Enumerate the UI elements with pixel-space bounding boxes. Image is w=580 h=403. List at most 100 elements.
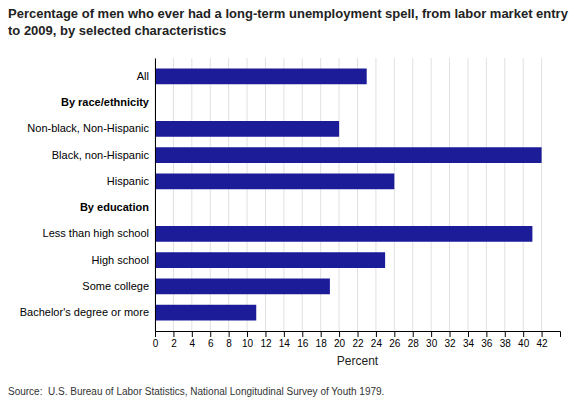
bar [155,147,542,163]
x-tick: 38 [500,331,512,349]
x-axis-title: Percent [337,354,379,368]
x-tick-label: 26 [389,338,401,349]
y-tick-label: Hispanic [107,175,150,187]
x-tick-mark [229,331,230,337]
x-tick-mark [302,331,303,337]
x-tick-label: 14 [279,338,291,349]
x-tick: 14 [279,331,291,349]
x-tick: 40 [518,331,530,349]
y-tick-label: Bachelor's degree or more [20,306,149,318]
plot: 024681012141618202224262830323436384042A… [20,58,561,349]
x-tick-mark [321,331,322,337]
grid [155,58,542,331]
grid-line [155,58,156,331]
title: Percentage of men who ever had a long-te… [8,6,569,38]
x-tick-label: 16 [297,338,309,349]
y-tick: Some college [82,280,149,292]
x-tick-label: 28 [408,338,420,349]
x-tick-mark [413,331,414,337]
grid-line [523,58,524,331]
grid-line [467,58,468,331]
y-tick: Bachelor's degree or more [20,306,149,318]
x-tick-mark [450,331,451,337]
bars [155,69,542,321]
x-tick: 4 [190,331,196,349]
x-tick-label: 36 [481,338,493,349]
x-tick: 22 [352,331,364,349]
grid-line [504,58,505,331]
x-tick-mark [284,331,285,337]
x-tick-label: 20 [334,338,346,349]
x-tick-mark [431,331,432,337]
y-tick-label: By education [80,201,149,213]
x-tick-label: 0 [153,338,159,349]
x-tick: 26 [389,331,401,349]
grid-line [449,58,450,331]
x-tick-mark [505,331,506,337]
bar [155,69,367,85]
x-tick: 24 [371,331,383,349]
x-tick-mark [155,331,156,337]
y-tick: Less than high school [43,227,149,239]
x-tick-label: 12 [260,338,272,349]
y-tick: All [137,70,149,82]
x-tick: 8 [226,331,232,349]
x-tick: 28 [408,331,420,349]
x-tick-mark [468,331,469,337]
bar [155,226,532,242]
y-tick-label: High school [92,254,149,266]
grid-line [431,58,432,331]
x-tick: 20 [334,331,346,349]
y-axis: AllBy race/ethnicityNon-black, Non-Hispa… [20,59,156,332]
x-tick-label: 24 [371,338,383,349]
x-axis: 024681012141618202224262830323436384042 [153,331,561,349]
annotation: Source: U.S. Bureau of Labor Statistics,… [8,386,384,397]
x-tick: 42 [537,331,549,349]
x-tick-mark [376,331,377,337]
bar [155,174,394,190]
x-tick: 2 [171,331,177,349]
grid-line [375,58,376,331]
x-tick: 30 [426,331,438,349]
y-tick-label: All [137,70,149,82]
x-tick-label: 22 [352,338,364,349]
y-tick: By education [80,201,149,213]
grid-line [541,58,542,331]
x-tick-label: 32 [444,338,456,349]
y-axis-line [155,59,156,332]
x-tick-mark [192,331,193,337]
x-tick-mark [523,331,524,337]
bar [155,305,256,321]
grid-line [339,58,340,331]
x-tick-mark [173,331,174,337]
x-tick-label: 30 [426,338,438,349]
x-tick-label: 2 [171,338,177,349]
grid-line [394,58,395,331]
chart: Percentage of men who ever had a long-te… [0,0,580,403]
x-tick-mark [247,331,248,337]
y-tick: Black, non-Hispanic [52,149,150,161]
x-tick: 10 [242,331,254,349]
x-tick: 32 [444,331,456,349]
y-tick: Non-black, Non-Hispanic [27,122,149,134]
x-tick-mark [358,331,359,337]
x-tick-label: 4 [190,338,196,349]
x-tick: 0 [153,331,159,349]
y-tick: High school [92,254,149,266]
x-tick: 12 [260,331,272,349]
x-axis-line [156,332,561,338]
x-tick: 34 [463,331,475,349]
x-tick: 18 [316,331,328,349]
x-tick: 6 [208,331,214,349]
x-tick-label: 8 [226,338,232,349]
x-tick-mark [210,331,211,337]
x-tick-mark [265,331,266,337]
x-tick-label: 6 [208,338,214,349]
y-tick-label: Non-black, Non-Hispanic [27,122,149,134]
x-tick: 16 [297,331,309,349]
x-tick-mark [339,331,340,337]
y-tick-label: Black, non-Hispanic [52,149,150,161]
x-tick-label: 10 [242,338,254,349]
bar [155,252,385,268]
x-tick-label: 34 [463,338,475,349]
